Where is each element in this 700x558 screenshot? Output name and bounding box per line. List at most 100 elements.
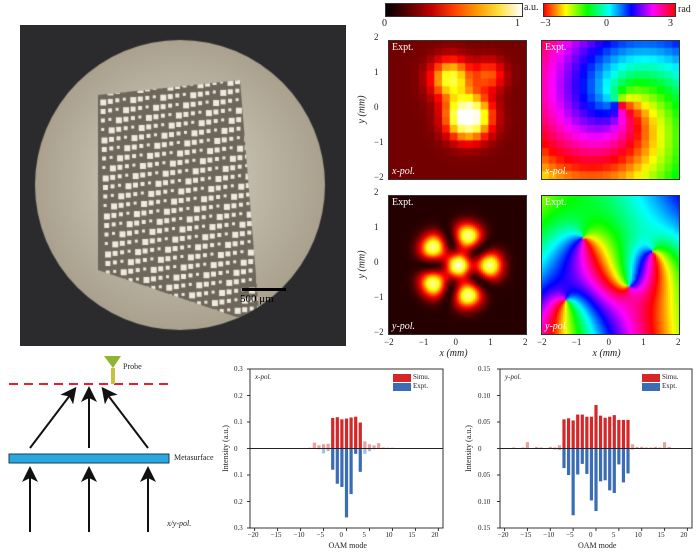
x-tick-label: 10 — [385, 531, 393, 539]
x-tick-label: 0 — [339, 531, 344, 539]
metasurface-label: Metasurface — [174, 453, 214, 462]
bar-simu — [630, 444, 635, 449]
bar-expt — [576, 448, 580, 475]
bar-simu — [566, 418, 571, 449]
bar-expt — [617, 448, 621, 465]
bar-simu — [349, 417, 353, 449]
y-tick-label: 0.3 — [234, 365, 243, 373]
y-tick-label: 0.2 — [234, 391, 243, 400]
y-tick-label: −1 — [374, 137, 384, 147]
x-axis-label: x (mm) — [592, 348, 621, 359]
bar-expt — [321, 448, 326, 454]
bar-simu — [658, 447, 662, 449]
panel-tag: Expt. — [392, 197, 414, 208]
scale-bar — [242, 288, 286, 291]
x-tick-label: 20 — [431, 531, 439, 539]
bar-expt — [566, 448, 571, 475]
y-tick-label: 0 — [234, 444, 238, 453]
bar-expt — [326, 448, 330, 452]
x-tick-label: −20 — [497, 531, 509, 539]
bar-simu — [340, 419, 344, 449]
x-tick-label: −2 — [384, 337, 394, 347]
bar-simu — [335, 417, 339, 449]
bar-simu — [603, 417, 607, 449]
x-tick-label: −5 — [316, 531, 324, 539]
x-axis-label: x (mm) — [439, 348, 468, 359]
y-tick-label: 0 — [478, 444, 482, 453]
photo-canvas — [20, 25, 346, 346]
panel-tag: Expt. — [392, 42, 414, 53]
y-tick-label: 0.10 — [478, 391, 491, 400]
y-tick-label: −1 — [374, 292, 384, 302]
bar-simu — [640, 446, 644, 449]
x-tick-label: −5 — [566, 531, 574, 539]
bar-expt — [603, 448, 607, 481]
x-axis-label: OAM mode — [578, 541, 617, 550]
bar-simu — [653, 446, 658, 449]
bar-simu — [635, 446, 639, 449]
x-tick-label: −15 — [270, 531, 282, 539]
bar-expt — [331, 448, 335, 470]
legend-swatch — [393, 374, 411, 382]
x-tick-label: −20 — [247, 531, 259, 539]
x-tick-label: 20 — [680, 531, 688, 539]
bar-simu — [557, 445, 562, 449]
bar-simu — [521, 447, 525, 449]
x-axis-label: OAM mode — [328, 541, 367, 550]
x-tick-label: −15 — [520, 531, 532, 539]
legend-swatch — [642, 383, 660, 391]
bar-simu — [649, 447, 653, 449]
panel-polarization: y-pol. — [545, 321, 569, 332]
phase-min: −3 — [540, 18, 551, 29]
bar-simu — [377, 443, 381, 449]
y-tick-label: 0.10 — [478, 497, 491, 506]
panel-polarization: y-pol. — [392, 321, 416, 332]
bar-simu — [562, 419, 566, 449]
bar-simu — [548, 446, 552, 449]
phase-max: 3 — [668, 18, 673, 29]
x-tick-label: −10 — [293, 531, 305, 539]
bar-expt — [589, 448, 594, 501]
bar-simu — [580, 414, 584, 449]
bar-expt — [557, 448, 562, 451]
polarization-label: y-pol. — [505, 373, 522, 381]
bar-simu — [358, 422, 362, 449]
bar-simu — [608, 416, 612, 449]
y-tick-label: 0.05 — [478, 471, 491, 479]
bar-simu — [626, 419, 630, 449]
x-tick-label: −1 — [571, 337, 582, 347]
bar-expt — [367, 448, 372, 452]
x-tick-label: 15 — [657, 531, 665, 539]
metasurface-photo: 500 μm — [20, 25, 346, 346]
map-frame — [541, 195, 680, 335]
y-tick-label: −2 — [374, 172, 384, 182]
bar-simu — [644, 447, 648, 449]
x-tick-label: 0 — [589, 531, 593, 539]
bar-simu — [344, 418, 349, 449]
intensity-map-x-pol — [388, 40, 527, 180]
phase-map-x-pol — [541, 40, 680, 180]
bar-simu — [381, 447, 385, 449]
intensity-max: 1 — [515, 18, 520, 29]
x-tick-label: 1 — [641, 337, 646, 347]
legend-swatch — [642, 374, 660, 382]
bar-simu — [539, 447, 543, 449]
bar-simu — [585, 416, 589, 449]
bar-simu — [662, 442, 667, 449]
bar-simu — [594, 405, 598, 449]
intensity-unit: a.u. — [524, 2, 539, 13]
bar-simu — [667, 446, 671, 449]
y-tick-label: 0.05 — [478, 418, 491, 426]
measurement-schematic — [8, 356, 172, 532]
scale-bar-label: 500 μm — [240, 293, 274, 305]
bar-expt — [621, 448, 626, 483]
bar-expt — [335, 448, 339, 484]
x-tick-label: 5 — [611, 531, 616, 539]
phase-unit: rad — [678, 4, 691, 15]
bar-expt — [340, 448, 344, 487]
intensity-map-y-pol — [388, 195, 527, 335]
legend-label: Simu. — [413, 373, 430, 381]
panel-polarization: x-pol. — [392, 166, 416, 177]
y-tick-label: 0.3 — [234, 524, 243, 532]
